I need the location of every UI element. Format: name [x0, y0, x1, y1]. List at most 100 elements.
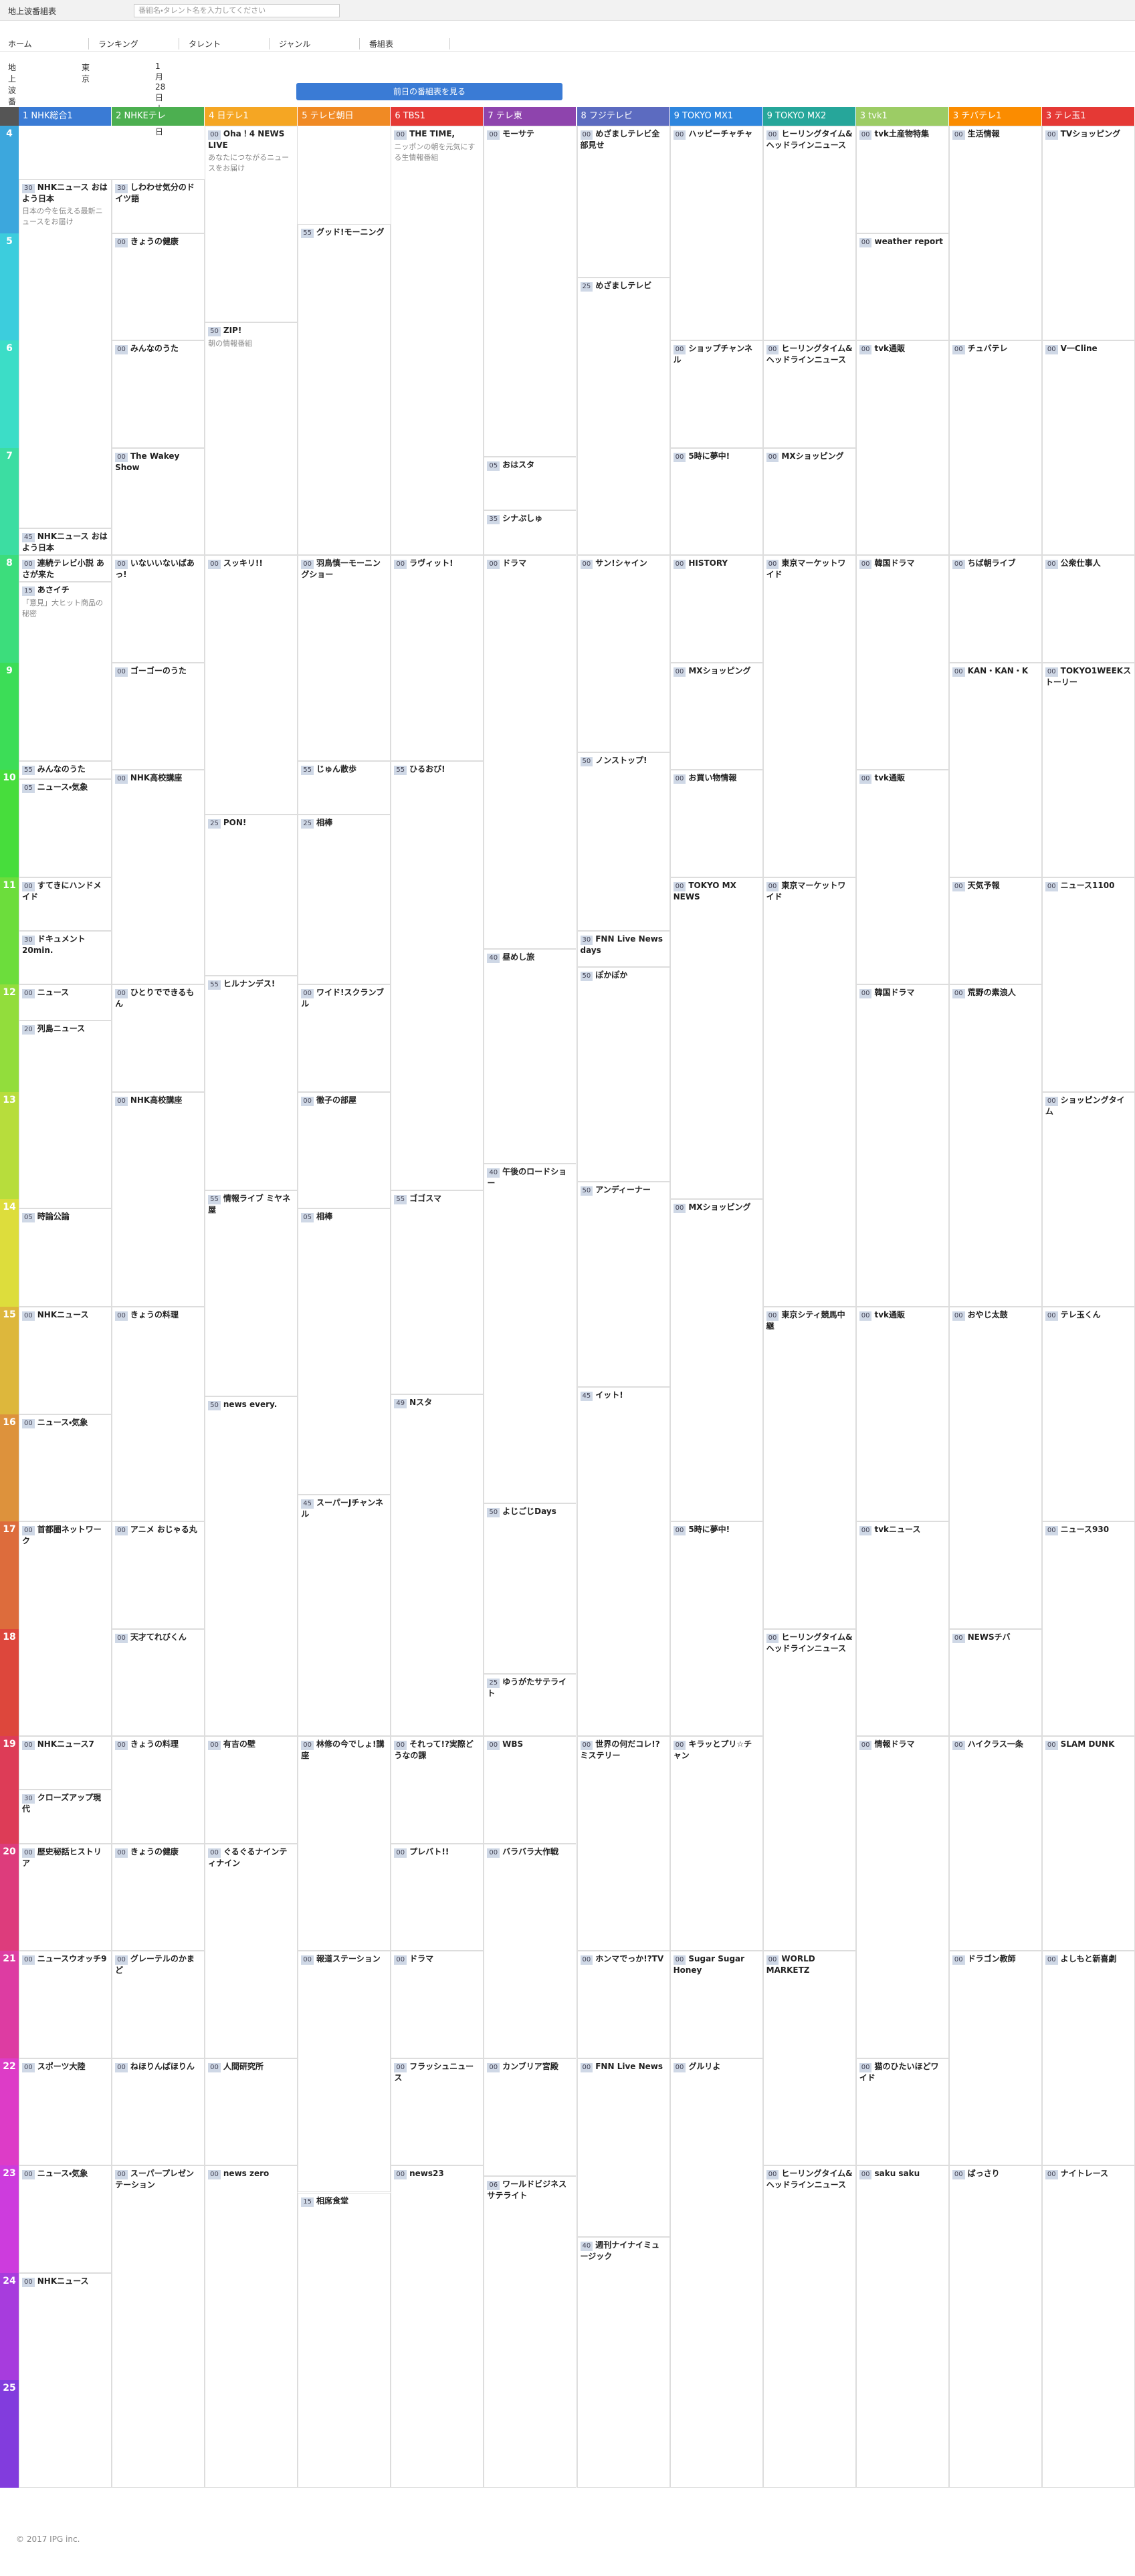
channel-header[interactable]: 3 テレ玉1 [1041, 107, 1134, 126]
program[interactable]: 00 きょうの料理 [112, 1307, 205, 1522]
channel-header[interactable]: 7 テレ東 [484, 107, 577, 126]
program[interactable]: 00 NHK高校講座 [112, 1091, 205, 1307]
program[interactable]: 00 東京シティ競馬中継 [762, 1307, 856, 1629]
nav-item[interactable]: ジャンル [279, 38, 360, 49]
program[interactable]: 25 めざましテレビ [577, 278, 670, 556]
channel-header[interactable]: 2 NHKEテレ [112, 107, 205, 126]
program[interactable]: 55 ひるおび! [391, 760, 484, 1191]
program[interactable]: 00 tvkニュース [855, 1521, 949, 1737]
program[interactable]: 00 韓国ドラマ [855, 555, 949, 770]
program[interactable]: 00 ニュースウオッチ9 [19, 1951, 112, 2058]
program[interactable]: 00 weather report [855, 233, 949, 341]
program[interactable]: 00 TOKYO MX NEWS [669, 877, 763, 1200]
program[interactable]: 00 めざましテレビ全部見せ [577, 126, 670, 278]
program[interactable]: 50 ZIP! 朝の情報番組 [205, 322, 298, 556]
program[interactable]: 00 ショップチャンネル [669, 340, 763, 448]
program[interactable]: 00 WORLD MARKETZ [762, 1951, 856, 2166]
program[interactable]: 05 時論公論 [19, 1208, 112, 1307]
channel-header[interactable]: 4 日テレ1 [205, 107, 298, 126]
program[interactable]: 00 きょうの健康 [112, 1843, 205, 1951]
program[interactable]: 00 サン!シャイン [577, 555, 670, 752]
program[interactable]: 00 ナイトレース [1041, 2165, 1135, 2488]
program[interactable]: 00 The Wakey Show [112, 447, 205, 556]
program[interactable]: 25 PON! [205, 815, 298, 976]
program[interactable]: 00 グルリよ [669, 2058, 763, 2488]
channel-header[interactable]: 3 tvk1 [855, 107, 948, 126]
program[interactable]: 00 tvk通販 [855, 340, 949, 556]
program[interactable]: 00 TVショッピング [1041, 126, 1135, 341]
program[interactable]: 00 いないいないばあっ! [112, 555, 205, 663]
program[interactable]: 45 スーパーJチャンネル [298, 1494, 391, 1737]
program[interactable]: 55 情報ライブ ミヤネ屋 [205, 1190, 298, 1396]
program[interactable]: 00 バラバラ大作戦 [484, 1843, 577, 2058]
program[interactable]: 00 NHKニュース7 [19, 1736, 112, 1790]
program[interactable]: 40 午後のロードショー [484, 1163, 577, 1504]
program[interactable]: 00 天気予報 [948, 877, 1042, 985]
nav-item[interactable]: ランキング [98, 38, 179, 49]
program[interactable]: 00 NHK高校講座 [112, 770, 205, 985]
program[interactable]: 00 ねほりんぱほりん [112, 2058, 205, 2166]
program[interactable]: 00 東京マーケットワイド [762, 555, 856, 877]
program[interactable]: 00 スーパープレゼンテーション [112, 2165, 205, 2488]
program[interactable]: 00 きょうの料理 [112, 1736, 205, 1844]
program[interactable]: 00 ヒーリングタイム&ヘッドラインニュース [762, 126, 856, 341]
program[interactable]: 00 林修の今でしょ!講座 [298, 1736, 391, 1951]
program[interactable]: 00 羽鳥慎一モーニングショー [298, 555, 391, 761]
program[interactable]: 00 ぐるぐるナインティナイン [205, 1843, 298, 2058]
program[interactable]: 00 WBS [484, 1736, 577, 1844]
program[interactable]: 00 ヒーリングタイム&ヘッドラインニュース [762, 1628, 856, 1951]
program[interactable]: 55 ヒルナンデス! [205, 975, 298, 1191]
program[interactable]: 00 生活情報 [948, 126, 1042, 341]
program[interactable]: 00 NHKニュース [19, 2272, 112, 2488]
program[interactable]: 40 昼めし旅 [484, 948, 577, 1164]
program[interactable]: 00 ニュース [19, 984, 112, 1021]
program[interactable]: 00 ワイド!スクランブル [298, 984, 391, 1092]
program[interactable]: 00 すてきにハンドメイド [19, 877, 112, 932]
program[interactable]: 00 東京マーケットワイド [762, 877, 856, 1307]
program[interactable]: 00 saku saku [855, 2165, 949, 2488]
program[interactable]: 00 ばっさり [948, 2165, 1042, 2488]
program[interactable]: 00 ニュース・気象 [19, 1414, 112, 1522]
program[interactable]: 05 ニュース・気象 [19, 778, 112, 877]
program[interactable]: 00 首都圏ネットワーク [19, 1521, 112, 1737]
program[interactable]: 45 NHKニュース おはよう日本 [19, 528, 112, 556]
program[interactable]: 00 プレバト!! [391, 1843, 484, 1951]
program[interactable]: 50 ぽかぽか [577, 966, 670, 1182]
program[interactable]: 00 ホンマでっか!?TV [577, 1951, 670, 2058]
program[interactable]: 00 情報ドラマ [855, 1736, 949, 2058]
program[interactable]: 00 連続テレビ小説 あさが来た [19, 555, 112, 582]
program[interactable]: 00 ハイクラス一条 [948, 1736, 1042, 1951]
program[interactable]: 00 歴史秘話ヒストリア [19, 1843, 112, 1951]
program[interactable]: 00 スポーツ大陸 [19, 2058, 112, 2166]
program[interactable]: 00 公衆仕事人 [1041, 555, 1135, 663]
program[interactable]: 00 モーサテ [484, 126, 577, 457]
search-box[interactable]: 番組名・タレント名を入力してください [134, 4, 340, 17]
program[interactable]: 30 しわわせ気分のドイツ語 [112, 179, 205, 233]
program[interactable]: 00 キラッとプリ☆チャン [669, 1736, 763, 1951]
program[interactable]: 00 Oha！4 NEWS LIVE あなたにつながるニュースをお届け [205, 126, 298, 323]
program[interactable]: 00 news23 [391, 2165, 484, 2488]
logo[interactable]: 地上波番組表 [8, 7, 57, 16]
program[interactable]: 00 みんなのうた [112, 340, 205, 448]
program[interactable]: 00 お買い物情報 [669, 770, 763, 877]
program[interactable]: 00 テレ玉くん [1041, 1307, 1135, 1522]
program[interactable]: 00 フラッシュニュース [391, 2058, 484, 2166]
program[interactable]: 00 ハッピーチャチャ [669, 126, 763, 341]
program[interactable]: 00 荒野の素浪人 [948, 984, 1042, 1307]
program[interactable]: 00 ドラマ [391, 1951, 484, 2058]
program[interactable]: 55 じゅん散歩 [298, 760, 391, 815]
program[interactable]: 00 徹子の部屋 [298, 1091, 391, 1208]
program[interactable]: 00 それって!?実際どうなの課 [391, 1736, 484, 1844]
program[interactable]: 30 クローズアップ現代 [19, 1790, 112, 1844]
program[interactable]: 50 アンディーナー [577, 1181, 670, 1388]
program[interactable]: 00 ドラマ [484, 555, 577, 949]
program[interactable]: 45 イット! [577, 1387, 670, 1737]
program[interactable]: 00 チュバテレ [948, 340, 1042, 556]
program[interactable]: 00 スッキリ!! [205, 555, 298, 815]
program[interactable]: 00 ニュース1100 [1041, 877, 1135, 1092]
channel-header[interactable]: 5 テレビ朝日 [298, 107, 391, 126]
channel-header[interactable]: 9 TOKYO MX1 [669, 107, 762, 126]
program[interactable]: 00 アニメ おじゃる丸 [112, 1521, 205, 1629]
program[interactable]: 20 列島ニュース [19, 1020, 112, 1208]
nav-item[interactable]: タレント [189, 38, 270, 49]
